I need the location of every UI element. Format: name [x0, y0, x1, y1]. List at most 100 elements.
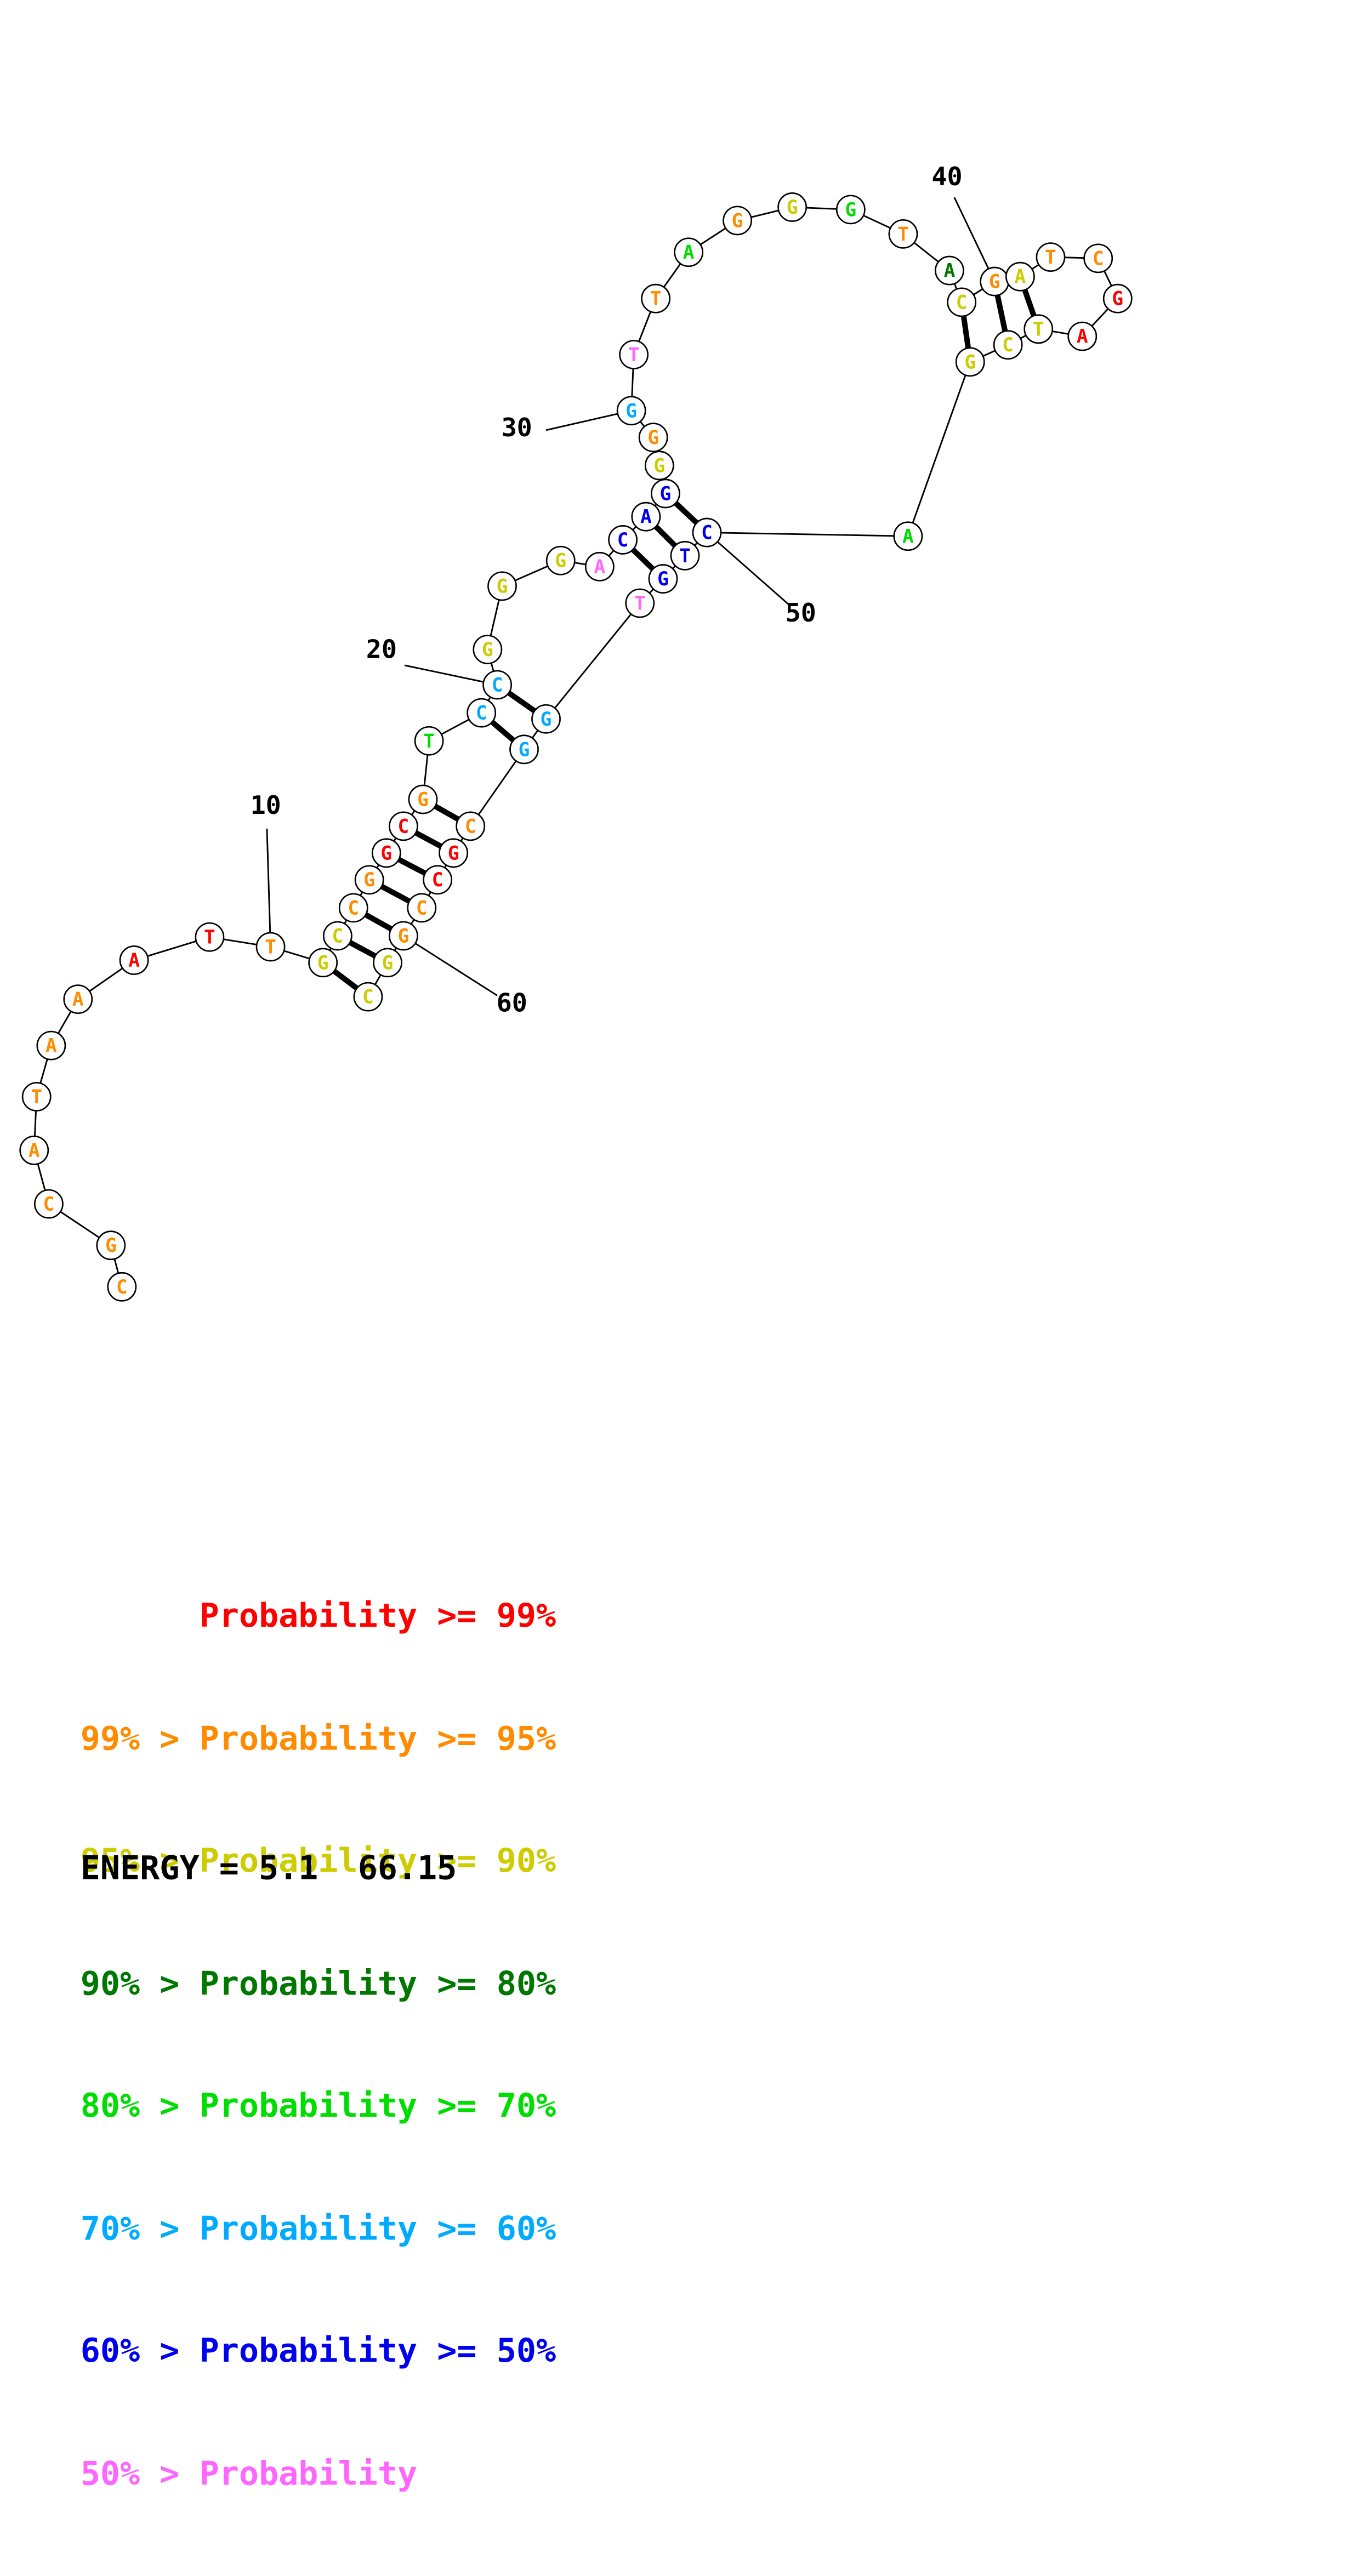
nucleotide-letter: G: [417, 789, 429, 811]
nucleotide-letter: A: [1015, 266, 1026, 288]
nucleotide: [36, 1030, 66, 1061]
nucleotide: [423, 865, 453, 895]
nucleotide: [651, 478, 680, 509]
nucleotide: [1005, 261, 1035, 292]
nucleotide-letter: G: [380, 842, 392, 864]
nucleotide: [641, 283, 671, 314]
nucleotide-letter: G: [626, 400, 637, 422]
nucleotide-letter: T: [204, 927, 215, 949]
nucleotide: [487, 571, 517, 601]
nucleotide-letter: G: [657, 568, 669, 590]
energy-text: ENERGY = 5.1 66.15: [80, 1849, 457, 1888]
nucleotide-letter: C: [492, 675, 503, 697]
nucleotide: [631, 501, 661, 532]
nucleotide: [545, 545, 576, 575]
nucleotide-letter: T: [897, 224, 909, 246]
nucleotide: [107, 1272, 137, 1302]
number-label: 10: [251, 791, 281, 820]
number-label: 30: [502, 413, 532, 443]
number-label-layer: 10 20 30 40 50 60: [251, 162, 963, 1018]
nucleotide-letter: G: [1112, 288, 1123, 310]
nucleotide: [1036, 242, 1066, 272]
nucleotide-letter: C: [43, 1194, 55, 1216]
legend-line-5: 80% > Probability >= 70%: [80, 2087, 556, 2125]
nucleotide: [96, 1230, 126, 1261]
nucleotide: [34, 1189, 64, 1219]
nucleotide-letter: G: [787, 197, 798, 219]
probability-legend: Probability >= 99% 99% > Probability >= …: [81, 1515, 556, 2576]
leader-line: [706, 532, 789, 605]
nucleotide: [509, 734, 539, 765]
nucleotide-letter: C: [432, 869, 443, 891]
nucleotide: [638, 423, 668, 453]
nucleotide-letter: G: [647, 427, 659, 449]
nucleotide-letter: T: [679, 545, 691, 567]
nucleotide: [414, 726, 444, 756]
nucleotide-letter: C: [416, 897, 428, 919]
nucleotide-letter: G: [398, 926, 410, 948]
nucleotide: [389, 811, 418, 841]
nucleotide-letter: T: [1045, 247, 1056, 269]
nucleotide: [21, 1082, 52, 1112]
nucleotide-letter: A: [640, 506, 652, 528]
nucleotide: [467, 698, 497, 728]
nucleotide: [947, 287, 977, 317]
nucleotide-letter: G: [964, 351, 976, 373]
nucleotide: [338, 893, 368, 923]
nucleotide: [955, 347, 985, 377]
nucleotide-letter: A: [902, 526, 914, 548]
nucleotide-letter: C: [617, 529, 629, 551]
nucleotide-letter: G: [555, 550, 566, 572]
nucleotide: [888, 219, 918, 249]
nucleotide: [353, 982, 383, 1012]
nucleotide: [935, 255, 964, 286]
nucleotide-letter: G: [382, 952, 394, 974]
nucleotide-letter: A: [46, 1035, 57, 1057]
nucleotide: [482, 670, 513, 700]
leader-line: [404, 664, 498, 686]
nucleotide-letter: A: [594, 556, 605, 578]
nucleotide: [670, 540, 700, 571]
nucleotide-letter: T: [634, 593, 646, 615]
nucleotide-letter: T: [1033, 318, 1044, 340]
backbone-layer: [33, 197, 1119, 1287]
nucleotide: [993, 330, 1023, 360]
nucleotide-letter: G: [448, 842, 459, 864]
nucleotide-letter: C: [398, 816, 410, 837]
nucleotide: [1102, 283, 1133, 314]
nucleotide: [119, 945, 149, 975]
nucleotide-letter: G: [317, 952, 329, 974]
nucleotide-letter: A: [29, 1140, 40, 1162]
legend-line-7: 60% > Probability >= 50%: [80, 2332, 556, 2370]
nucleotide-letter: G: [482, 639, 493, 661]
nucleotide-letter: T: [628, 344, 640, 366]
nucleotide-letter: T: [650, 288, 662, 310]
nucleotide-letter: G: [732, 210, 743, 232]
nucleotide-letter: G: [541, 709, 552, 731]
nucleotide-letter: C: [701, 522, 713, 544]
nucleotide-letter: G: [660, 483, 672, 505]
number-label: 60: [497, 988, 527, 1018]
legend-line-6: 70% > Probability >= 60%: [80, 2209, 556, 2248]
nucleotide: [19, 1135, 49, 1165]
nucleotide-letter: A: [72, 989, 84, 1011]
nucleotide-letter: A: [128, 950, 140, 972]
nucleotide-letter: C: [116, 1276, 128, 1298]
backbone-line: [470, 749, 525, 827]
nucleotide: [644, 451, 674, 481]
nucleotide: [354, 865, 384, 895]
nucleotide: [63, 984, 93, 1015]
nucleotide: [1067, 321, 1098, 351]
leader-line: [266, 828, 272, 947]
nucleotide-letter: G: [497, 575, 508, 597]
nucleotide: [308, 948, 338, 978]
nucleotide: [692, 517, 722, 548]
nucleotide: [255, 932, 286, 962]
nucleotide-letter: T: [423, 731, 435, 753]
nucleotide-letter: G: [845, 199, 856, 221]
nucleotide-letter: G: [989, 271, 1000, 293]
nucleotide: [777, 192, 808, 222]
leader-line: [403, 935, 498, 996]
nucleotide: [373, 948, 402, 978]
